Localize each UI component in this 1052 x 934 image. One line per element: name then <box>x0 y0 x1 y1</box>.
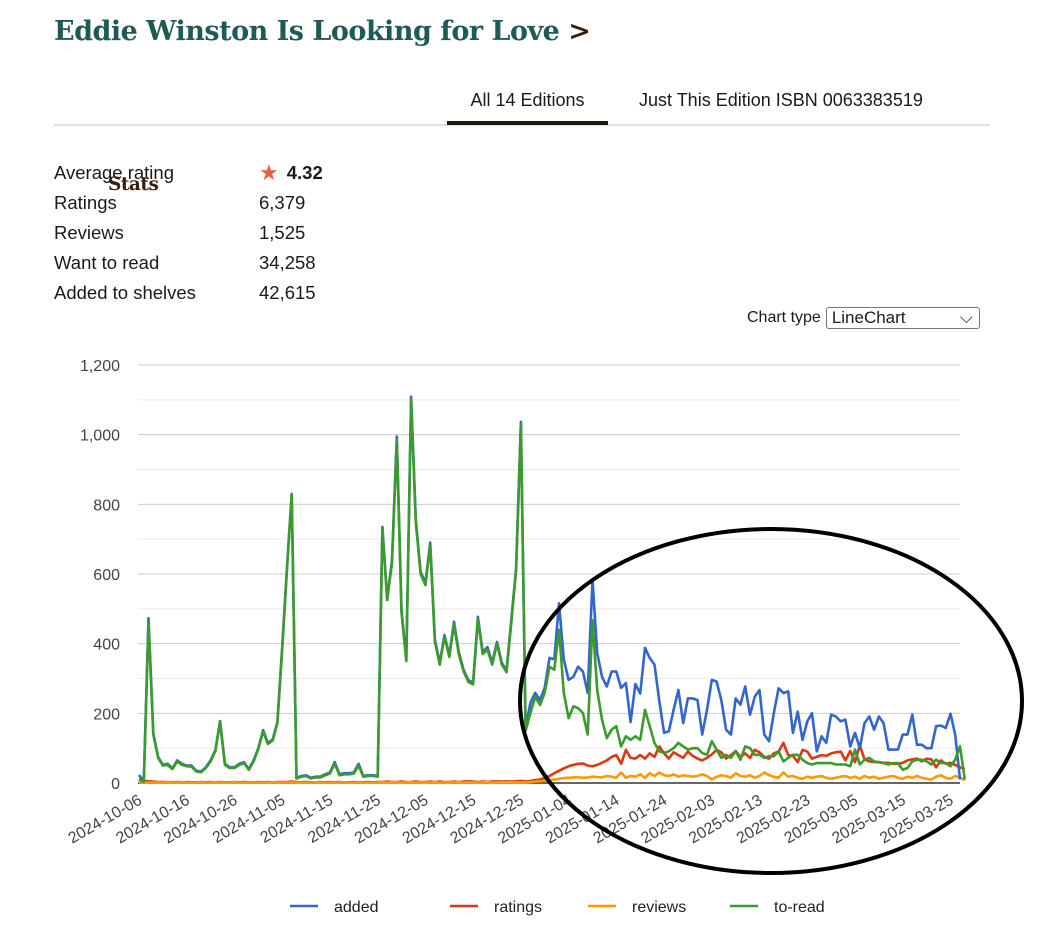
stat-reviews: Reviews 1,525 <box>54 218 323 248</box>
legend-item-to-read[interactable]: to-read <box>730 899 825 916</box>
stat-want-to-read: Want to read 34,258 <box>54 248 323 278</box>
stat-label: Reviews <box>54 222 124 243</box>
gridlines <box>138 364 960 784</box>
stat-ratings: Ratings 6,379 <box>54 188 323 218</box>
annotation-ellipse <box>518 527 1024 875</box>
legend-label: to-read <box>774 899 825 916</box>
stat-value: 6,379 <box>259 192 306 213</box>
series-lines <box>137 395 967 785</box>
section-title: Stats <box>108 174 159 195</box>
series-line-reviews <box>139 771 966 785</box>
y-tick-label: 0 <box>111 776 120 793</box>
y-axis-ticks: 0 200 400 600 800 1,000 1,200 <box>80 358 120 793</box>
legend-item-ratings[interactable]: ratings <box>450 899 542 916</box>
legend-item-reviews[interactable]: reviews <box>588 899 686 916</box>
stats-summary: Average rating ★ 4.32 Ratings 6,379 Revie… <box>54 158 323 308</box>
legend-item-added[interactable]: added <box>290 899 379 916</box>
stat-added-to-shelves: Added to shelves 42,615 <box>54 278 323 308</box>
stat-label: Average rating <box>54 162 174 183</box>
stat-label: Want to read <box>54 252 160 273</box>
stat-value: 1,525 <box>259 222 306 243</box>
page-title: Eddie Winston Is Looking for Love > Stat… <box>54 16 591 195</box>
chart-type-value: LineChart <box>831 308 906 327</box>
chart-type-control: Chart type LineChart ⌵ <box>747 307 980 329</box>
y-tick-label: 800 <box>93 497 120 514</box>
stat-average-rating: Average rating ★ 4.32 <box>54 158 323 188</box>
legend: added ratings reviews to-read <box>290 899 825 916</box>
y-tick-label: 1,200 <box>80 358 120 375</box>
stat-value: 4.32 <box>286 162 323 183</box>
star-icon: ★ <box>259 160 279 185</box>
legend-label: reviews <box>632 899 686 916</box>
chart-type-label: Chart type <box>747 309 821 326</box>
y-tick-label: 400 <box>93 637 120 654</box>
breadcrumb-separator: > <box>568 16 591 47</box>
y-tick-label: 600 <box>93 567 120 584</box>
chevron-down-icon: ⌵ <box>959 308 973 327</box>
x-axis-ticks: 2024-10-062024-10-162024-10-262024-11-05… <box>66 792 957 848</box>
chart-type-select[interactable]: LineChart ⌵ <box>825 307 980 329</box>
tab-this-edition[interactable]: Just This Edition ISBN 0063383519 <box>639 90 923 110</box>
legend-label: ratings <box>494 899 542 916</box>
stat-label: Ratings <box>54 192 117 213</box>
tab-all-editions[interactable]: All 14 Editions <box>447 90 608 125</box>
y-tick-label: 200 <box>93 706 120 723</box>
stat-value: 42,615 <box>259 282 316 303</box>
legend-label: added <box>334 899 379 916</box>
edition-tabs: All 14 Editions Just This Edition ISBN 0… <box>54 86 990 126</box>
stat-label: Added to shelves <box>54 282 196 303</box>
stat-value: 34,258 <box>259 252 316 273</box>
y-tick-label: 1,000 <box>80 428 120 445</box>
series-line-to-read <box>138 398 967 783</box>
book-title-link[interactable]: Eddie Winston Is Looking for Love <box>54 16 560 47</box>
series-line-added <box>137 395 962 783</box>
